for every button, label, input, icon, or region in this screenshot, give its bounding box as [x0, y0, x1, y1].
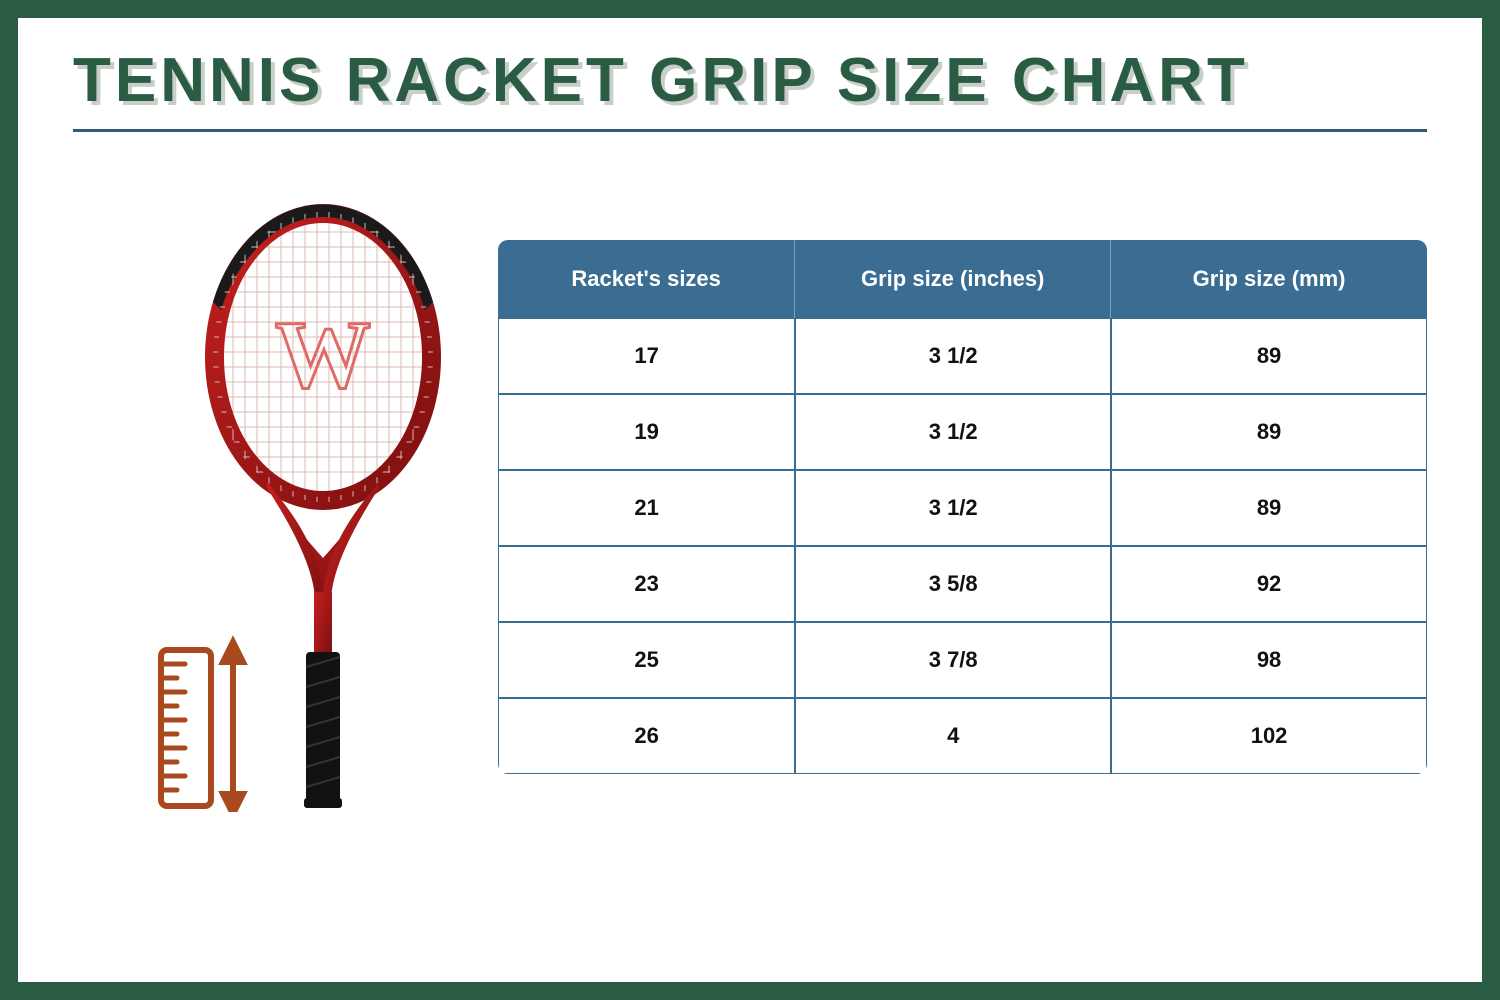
col-header-grip-mm: Grip size (mm) [1111, 240, 1427, 318]
cell-grip-inches: 3 1/2 [795, 470, 1111, 546]
col-header-racket-size: Racket's sizes [498, 240, 795, 318]
table-row: 23 3 5/8 92 [498, 546, 1427, 622]
cell-grip-mm: 102 [1111, 698, 1427, 774]
cell-grip-inches: 3 5/8 [795, 546, 1111, 622]
racket-illustration: W [133, 202, 443, 812]
measure-arrow-icon [223, 642, 243, 812]
cell-grip-mm: 89 [1111, 394, 1427, 470]
cell-grip-mm: 89 [1111, 318, 1427, 394]
cell-grip-inches: 3 1/2 [795, 318, 1111, 394]
table-row: 17 3 1/2 89 [498, 318, 1427, 394]
col-header-grip-inches: Grip size (inches) [795, 240, 1111, 318]
table-row: 21 3 1/2 89 [498, 470, 1427, 546]
cell-racket-size: 25 [498, 622, 795, 698]
table-row: 19 3 1/2 89 [498, 394, 1427, 470]
racket-buttcap [304, 798, 342, 808]
table-header-row: Racket's sizes Grip size (inches) Grip s… [498, 240, 1427, 318]
content-row: W [73, 202, 1427, 812]
cell-racket-size: 26 [498, 698, 795, 774]
cell-grip-mm: 98 [1111, 622, 1427, 698]
racket-svg: W [133, 202, 443, 812]
racket-shaft [314, 592, 332, 662]
cell-grip-mm: 92 [1111, 546, 1427, 622]
title-block: TENNIS RACKET GRIP SIZE CHART [73, 48, 1427, 132]
cell-racket-size: 21 [498, 470, 795, 546]
racket-logo: W [275, 301, 371, 408]
cell-grip-inches: 3 1/2 [795, 394, 1111, 470]
table-row: 25 3 7/8 98 [498, 622, 1427, 698]
table-row: 26 4 102 [498, 698, 1427, 774]
ruler-icon [161, 650, 211, 806]
grip-size-table: Racket's sizes Grip size (inches) Grip s… [498, 240, 1427, 774]
cell-racket-size: 17 [498, 318, 795, 394]
cell-grip-mm: 89 [1111, 470, 1427, 546]
cell-grip-inches: 4 [795, 698, 1111, 774]
title-underline [73, 129, 1427, 132]
grip-size-table-wrap: Racket's sizes Grip size (inches) Grip s… [498, 240, 1427, 774]
cell-grip-inches: 3 7/8 [795, 622, 1111, 698]
cell-racket-size: 19 [498, 394, 795, 470]
page-title: TENNIS RACKET GRIP SIZE CHART [73, 48, 1427, 113]
cell-racket-size: 23 [498, 546, 795, 622]
